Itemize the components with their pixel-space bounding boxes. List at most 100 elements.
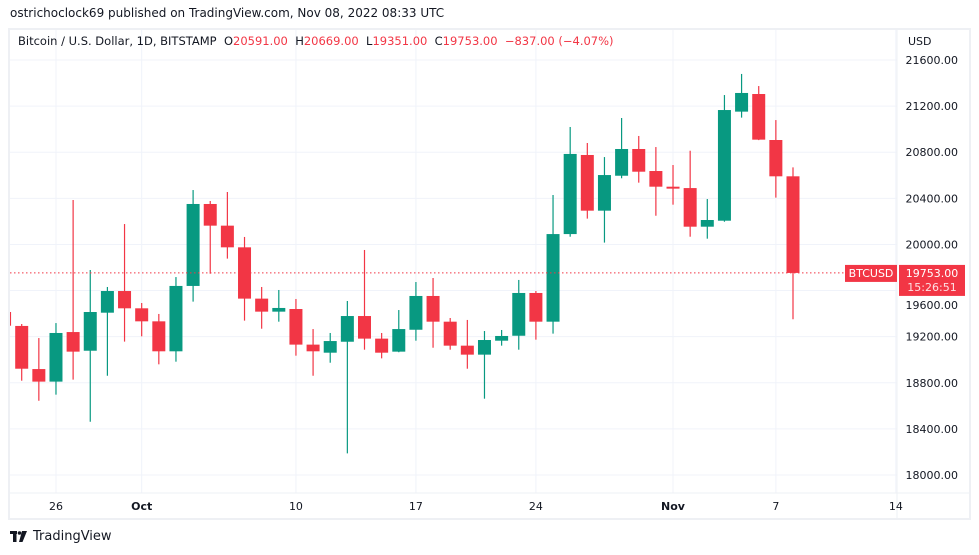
time-tick-label: 17 bbox=[409, 500, 423, 513]
candle-down bbox=[15, 323, 29, 381]
candle-up bbox=[323, 332, 337, 363]
candle-down bbox=[306, 329, 320, 376]
candle-body bbox=[323, 341, 337, 353]
open-label: O bbox=[223, 34, 233, 48]
candle-up bbox=[563, 126, 577, 237]
candle-down bbox=[752, 86, 766, 141]
time-tick-label: Nov bbox=[661, 500, 686, 513]
candle-up bbox=[512, 279, 526, 350]
time-tick-label: 14 bbox=[889, 500, 903, 513]
close-value: 19753.00 bbox=[442, 34, 498, 48]
candle-up bbox=[495, 329, 509, 346]
candle-body bbox=[49, 332, 63, 382]
candle-body bbox=[152, 321, 166, 352]
candle-up bbox=[100, 286, 114, 376]
candle-body bbox=[546, 234, 560, 322]
candle-down bbox=[632, 135, 646, 183]
candle-body bbox=[100, 291, 114, 313]
candle-body bbox=[786, 176, 800, 273]
price-tick-label: 21200.00 bbox=[906, 100, 959, 113]
grid-lines bbox=[10, 30, 897, 493]
candle-body bbox=[10, 311, 12, 326]
candle-body bbox=[717, 110, 731, 221]
candle-down bbox=[529, 291, 543, 340]
time-tick-label: Oct bbox=[131, 500, 152, 513]
candle-body bbox=[118, 291, 132, 309]
candle-body bbox=[769, 140, 783, 177]
price-tick-label: 18400.00 bbox=[906, 423, 959, 436]
candle-down bbox=[118, 224, 132, 342]
candle-body bbox=[597, 175, 611, 211]
low-value: 19351.00 bbox=[372, 34, 428, 48]
last-price-badge bbox=[899, 264, 965, 296]
change-value: −837.00 (−4.07%) bbox=[504, 34, 614, 48]
candle-up bbox=[49, 323, 63, 395]
candle-body bbox=[340, 316, 354, 342]
candle-down bbox=[683, 150, 697, 237]
candle-down bbox=[460, 319, 474, 369]
price-tick-label: 19600.00 bbox=[906, 299, 959, 312]
time-axis[interactable]: 26 Oct 10 17 24 Nov 7 14 bbox=[49, 500, 903, 513]
candle-up bbox=[700, 199, 714, 239]
candle-body bbox=[135, 308, 149, 322]
candle-body bbox=[186, 203, 200, 286]
candle-up bbox=[717, 95, 731, 222]
tradingview-logo[interactable]: TradingView bbox=[10, 529, 112, 544]
candle-body bbox=[666, 186, 680, 189]
candle-body bbox=[83, 311, 97, 351]
candles bbox=[10, 73, 800, 454]
candle-body bbox=[255, 298, 269, 312]
candle-body bbox=[375, 338, 389, 353]
last-price-labels: BTCUSD 19753.00 15:26:51 bbox=[845, 264, 965, 296]
chart-frame bbox=[8, 28, 971, 520]
candle-up bbox=[477, 331, 491, 399]
time-tick-label: 7 bbox=[772, 500, 779, 513]
high-value: 20669.00 bbox=[303, 34, 359, 48]
price-tick-label: 20000.00 bbox=[906, 238, 959, 251]
candle-up bbox=[735, 73, 749, 118]
open-value: 20591.00 bbox=[233, 34, 288, 48]
candle-body bbox=[495, 335, 509, 341]
currency-label: USD bbox=[908, 35, 932, 48]
candle-body bbox=[392, 329, 406, 352]
time-tick-label: 24 bbox=[529, 500, 543, 513]
candle-body bbox=[460, 345, 474, 355]
candle-body bbox=[66, 332, 80, 352]
price-tick-label: 18000.00 bbox=[906, 469, 959, 482]
candle-down bbox=[32, 338, 46, 401]
candle-body bbox=[443, 321, 457, 346]
candle-body bbox=[169, 285, 183, 352]
candle-down bbox=[289, 298, 303, 356]
symbol-description: Bitcoin / U.S. Dollar, 1D, BITSTAMP bbox=[18, 34, 217, 48]
candle-down bbox=[358, 249, 371, 350]
candle-down bbox=[203, 200, 217, 274]
candle-body bbox=[238, 247, 252, 299]
candle-body bbox=[272, 307, 286, 312]
candle-body bbox=[477, 340, 491, 355]
candle-up bbox=[597, 157, 611, 243]
candle-down bbox=[255, 286, 269, 329]
candle-down bbox=[443, 317, 457, 350]
candle-body bbox=[220, 225, 234, 248]
candle-body bbox=[203, 203, 217, 226]
candle-down bbox=[580, 143, 594, 219]
candle-up bbox=[392, 310, 406, 353]
symbol-badge bbox=[845, 264, 897, 282]
candle-up bbox=[615, 117, 629, 179]
candle-up bbox=[272, 289, 286, 322]
candle-up bbox=[83, 270, 97, 422]
time-tick-label: 10 bbox=[289, 500, 303, 513]
ohlc-legend: Bitcoin / U.S. Dollar, 1D, BITSTAMP O205… bbox=[18, 34, 614, 48]
candle-body bbox=[683, 188, 697, 227]
candle-down bbox=[152, 313, 166, 365]
bar-countdown-text: 15:26:51 bbox=[907, 281, 956, 294]
price-tick-label: 20400.00 bbox=[906, 192, 959, 205]
price-tick-label: 18800.00 bbox=[906, 377, 959, 390]
candle-down bbox=[426, 277, 440, 348]
candle-up bbox=[340, 301, 354, 454]
price-axis[interactable]: 21600.00 21200.00 20800.00 20400.00 20000.00… bbox=[906, 54, 959, 482]
candle-body bbox=[409, 295, 423, 330]
price-tick-label: 19200.00 bbox=[906, 331, 959, 344]
candle-body bbox=[15, 325, 29, 369]
